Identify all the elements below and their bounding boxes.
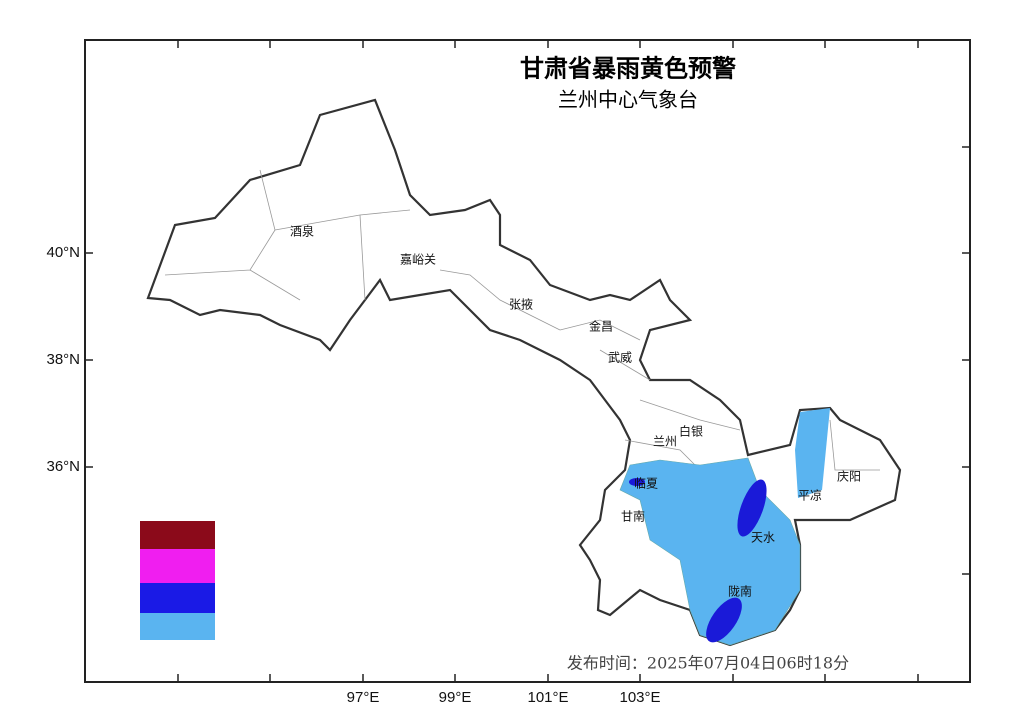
lon-tick-label: 99°E bbox=[439, 689, 472, 706]
warning-area-severe bbox=[737, 479, 767, 537]
place-label: 天水 bbox=[751, 531, 775, 545]
place-label: 平凉 bbox=[798, 488, 822, 503]
place-label: 陇南 bbox=[728, 584, 752, 599]
map-frame bbox=[84, 39, 971, 683]
place-label: 兰州 bbox=[653, 435, 677, 449]
place-label: 甘南 bbox=[621, 509, 645, 524]
place-label: 临夏 bbox=[634, 477, 658, 491]
lat-tick-label: 38°N bbox=[46, 351, 80, 368]
subtitle: 兰州中心气象台 bbox=[558, 88, 698, 112]
place-label: 庆阳 bbox=[837, 470, 861, 484]
place-label: 嘉峪关 bbox=[400, 253, 436, 267]
warning-area-severe bbox=[629, 478, 645, 486]
lon-tick-label: 103°E bbox=[619, 689, 660, 706]
place-label: 白银 bbox=[679, 424, 703, 439]
title: 甘肃省暴雨黄色预警 bbox=[520, 54, 736, 83]
issued-time: 发布时间：2025年07月04日06时18分 bbox=[567, 654, 849, 673]
place-label: 酒泉 bbox=[290, 225, 314, 239]
legend bbox=[140, 521, 215, 640]
place-label: 武威 bbox=[608, 351, 632, 365]
warning-area-severe bbox=[706, 597, 742, 643]
axis-ticks bbox=[85, 40, 970, 682]
place-label: 张掖 bbox=[509, 298, 533, 312]
lon-tick-label: 97°E bbox=[347, 689, 380, 706]
lon-tick-label: 101°E bbox=[527, 689, 568, 706]
warning-area bbox=[795, 408, 830, 498]
place-label: 金昌 bbox=[589, 319, 613, 334]
lat-tick-label: 36°N bbox=[46, 458, 80, 475]
lat-tick-label: 40°N bbox=[46, 244, 80, 261]
